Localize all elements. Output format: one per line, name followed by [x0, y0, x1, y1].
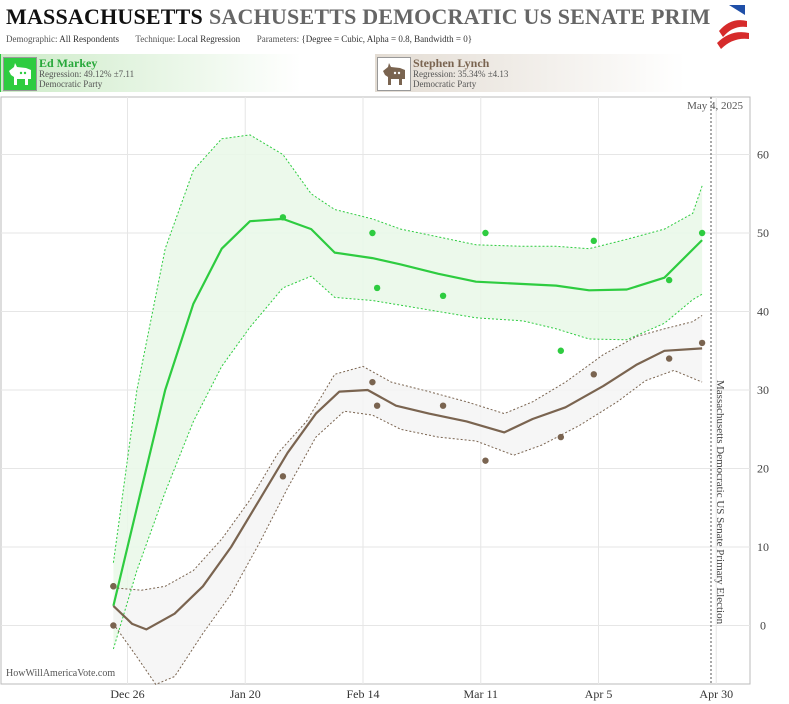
poll-point	[665, 355, 673, 362]
y-tick-label: 10	[757, 540, 769, 554]
poll-point	[439, 402, 447, 409]
trend-line	[112, 217, 703, 607]
x-tick-label: Feb 14	[347, 687, 380, 701]
poll-point	[590, 371, 597, 378]
lower-bound-line	[112, 369, 703, 686]
candidate-party: Democratic Party	[39, 79, 103, 89]
technique-value: Local Regression	[177, 34, 241, 44]
poll-point	[369, 229, 376, 237]
poll-point	[439, 292, 447, 299]
candidate-regression: Regression: 35.34% ±4.13	[413, 69, 509, 79]
title-main: MASSACHUSETTS	[6, 4, 203, 29]
parameters-row: Demographic: All Respondents Technique: …	[6, 34, 472, 44]
poll-point	[373, 402, 381, 409]
x-tick-label: Dec 26	[110, 687, 144, 701]
candidate-name: Ed Markey	[39, 56, 98, 70]
x-tick-label: Apr 30	[699, 687, 733, 701]
candidate-stephen-lynch[interactable]: Stephen Lynch Regression: 35.34% ±4.13 D…	[375, 54, 685, 92]
upper-bound-line	[113, 314, 703, 591]
poll-point	[557, 433, 565, 441]
poll-point	[698, 339, 706, 347]
poll-point	[482, 229, 489, 237]
upper-bound-line	[112, 134, 703, 563]
election-day-label: Massachusetts Democratic US Senate Prima…	[714, 380, 726, 660]
parameters-value: {Degree = Cubic, Alpha = 0.8, Bandwidth …	[301, 34, 473, 44]
y-tick-label: 20	[757, 462, 769, 476]
donkey-icon	[3, 57, 37, 91]
candidate-name: Stephen Lynch	[413, 56, 490, 70]
candidate-regression: Regression: 49.12% ±7.11	[39, 69, 135, 79]
poll-point	[369, 378, 376, 386]
poll-point	[279, 473, 287, 480]
y-tick-label: 0	[760, 619, 766, 633]
current-date-label: May 4, 2025	[687, 100, 743, 112]
election-label-text: Massachusetts Democratic US Senate Prima…	[714, 380, 726, 625]
poll-point	[373, 284, 381, 292]
us-flag-icon	[715, 3, 751, 49]
poll-point	[557, 347, 565, 354]
title-shadow: SACHUSETTS DEMOCRATIC US SENATE PRIM	[209, 4, 711, 29]
poll-point	[482, 457, 489, 464]
technique-label: Technique:	[135, 34, 176, 44]
parameters-label: Parameters:	[256, 34, 300, 44]
poll-point	[279, 214, 287, 221]
page-title: MASSACHUSETTS SACHUSETTS DEMOCRATIC US SE…	[6, 4, 710, 30]
confidence-band	[113, 315, 703, 685]
regression-chart: 0 10 20 30 40 50 60 Dec 26 Jan 20 Feb 14 Mar 11 Apr…	[0, 96, 769, 701]
header: MASSACHUSETTS SACHUSETTS DEMOCRATIC US SE…	[0, 0, 789, 52]
poll-point	[110, 583, 117, 590]
poll-point	[110, 622, 117, 629]
candidate-legend: Ed Markey Regression: 49.12% ±7.11 Democ…	[0, 54, 789, 94]
demographic-value: All Respondents	[59, 34, 119, 44]
demographic-label: Demographic:	[6, 34, 58, 44]
y-tick-label: 30	[757, 383, 769, 397]
donkey-icon	[377, 57, 411, 91]
trend-line	[112, 347, 703, 631]
x-tick-label: Mar 11	[463, 687, 498, 701]
y-tick-label: 60	[757, 148, 769, 162]
candidate-party: Democratic Party	[413, 79, 477, 89]
x-tick-label: Apr 5	[585, 687, 613, 701]
y-tick-label: 50	[757, 226, 769, 240]
poll-point	[665, 276, 673, 284]
x-tick-label: Jan 20	[230, 687, 261, 701]
confidence-band	[113, 134, 703, 649]
site-credit: HowWillAmericaVote.com	[6, 668, 116, 679]
y-tick-label: 40	[757, 305, 769, 319]
candidate-ed-markey[interactable]: Ed Markey Regression: 49.12% ±7.11 Democ…	[0, 54, 301, 92]
lower-bound-line	[112, 275, 703, 650]
poll-point	[590, 237, 597, 245]
poll-point	[698, 229, 706, 237]
